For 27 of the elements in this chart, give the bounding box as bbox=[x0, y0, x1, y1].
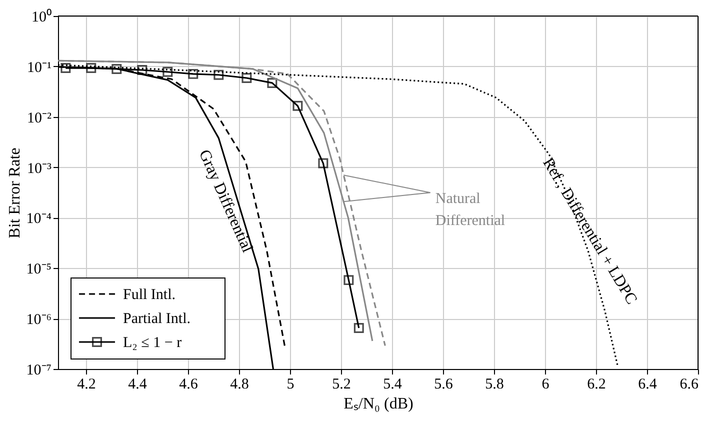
y-tick-label: 10⁻⁴ bbox=[26, 211, 52, 228]
y-tick-label: 10⁻⁵ bbox=[26, 262, 52, 278]
y-tick-label: 10⁻¹ bbox=[27, 60, 52, 76]
legend-label: Full Intl. bbox=[123, 287, 176, 303]
x-tick-label: 6.6 bbox=[680, 376, 699, 392]
x-tick-label: 5.8 bbox=[485, 376, 504, 392]
y-axis-title: Bit Error Rate bbox=[6, 148, 24, 238]
x-tick-label: 5.4 bbox=[383, 376, 402, 392]
y-tick-label: 10⁻⁶ bbox=[26, 312, 52, 328]
x-tick-label: 6 bbox=[542, 376, 550, 392]
x-tick-label: 5 bbox=[286, 376, 294, 392]
x-tick-label: 4.4 bbox=[128, 376, 148, 392]
x-tick-label: 4.6 bbox=[179, 376, 198, 392]
x-tick-label: 5.6 bbox=[434, 376, 454, 392]
x-tick-label: 4.8 bbox=[230, 376, 249, 392]
x-tick-label: 4.2 bbox=[77, 376, 96, 392]
y-tick-label: 10⁰ bbox=[32, 8, 52, 26]
legend-label: L₂ ≤ 1 − r bbox=[123, 335, 182, 351]
x-axis-title: Eₛ/N₀ (dB) bbox=[344, 396, 414, 412]
y-tick-label: 10⁻² bbox=[27, 110, 52, 126]
x-tick-label: 5.2 bbox=[332, 376, 351, 392]
x-tick-label: 6.2 bbox=[587, 376, 606, 392]
legend-label: Partial Intl. bbox=[123, 311, 190, 327]
y-tick-label: 10⁻³ bbox=[27, 160, 52, 177]
y-tick-label: 10⁻⁷ bbox=[26, 362, 52, 378]
x-tick-label: 6.4 bbox=[638, 376, 658, 392]
annotation: Natural Differential bbox=[435, 191, 506, 230]
